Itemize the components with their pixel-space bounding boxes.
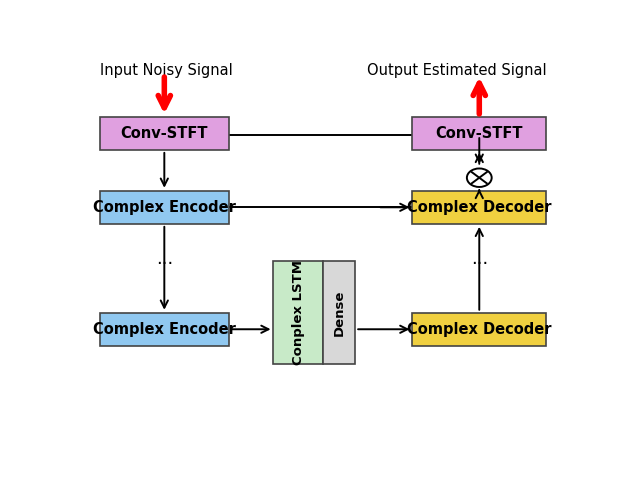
Text: Complex Encoder: Complex Encoder (93, 322, 236, 337)
FancyBboxPatch shape (100, 117, 229, 150)
Text: Conv-STFT: Conv-STFT (120, 126, 208, 141)
Text: Conplex LSTM: Conplex LSTM (292, 260, 305, 365)
FancyBboxPatch shape (412, 117, 547, 150)
FancyBboxPatch shape (323, 261, 355, 364)
Circle shape (467, 168, 492, 187)
Text: Complex Encoder: Complex Encoder (93, 200, 236, 215)
Text: ...: ... (470, 250, 488, 268)
Text: Output Estimated Signal: Output Estimated Signal (367, 63, 547, 78)
Text: Dense: Dense (333, 289, 346, 336)
Text: Complex Decoder: Complex Decoder (407, 200, 552, 215)
FancyBboxPatch shape (273, 261, 323, 364)
FancyBboxPatch shape (412, 312, 547, 346)
FancyBboxPatch shape (100, 312, 229, 346)
Text: Input Noisy Signal: Input Noisy Signal (100, 63, 232, 78)
Text: ...: ... (156, 250, 173, 268)
Text: Conv-STFT: Conv-STFT (436, 126, 523, 141)
FancyBboxPatch shape (412, 191, 547, 224)
Text: Complex Decoder: Complex Decoder (407, 322, 552, 337)
FancyBboxPatch shape (100, 191, 229, 224)
